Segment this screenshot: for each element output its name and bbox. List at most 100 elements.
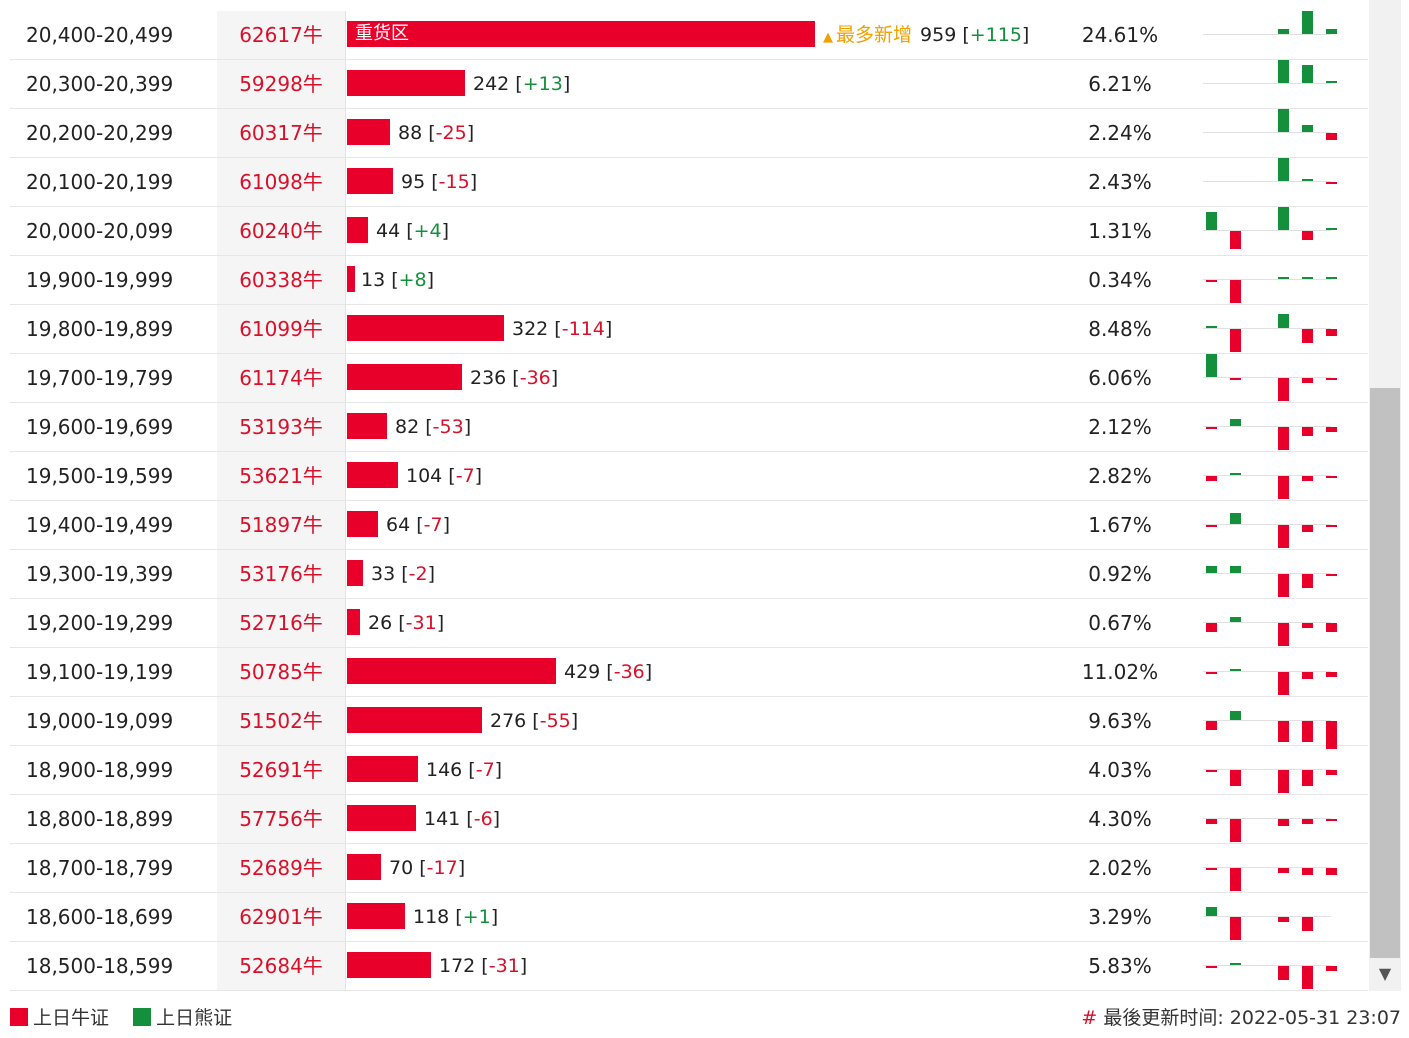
cbbc-code-link[interactable]: 59298牛 [217,60,345,108]
price-range: 19,300-19,399 [26,562,174,586]
count-info: 322 [-114] [512,318,613,340]
table-row[interactable]: 20,000-20,099 60240牛 44 [+4] 1.31% [10,207,1368,256]
table-row[interactable]: 19,300-19,399 53176牛 33 [-2] 0.92% [10,550,1368,599]
history-sparkline [1203,942,1337,990]
count-info: 44 [+4] [376,220,450,242]
sparkline-axis [1203,965,1331,966]
count-value: 146 [426,759,463,781]
count-bar [347,560,363,586]
sparkline-bar [1205,868,1217,871]
cbbc-code-link[interactable]: 52716牛 [217,599,345,647]
table-row[interactable]: 19,000-19,099 51502牛 276 [-55] 9.63% [10,697,1368,749]
count-change: -36 [613,661,645,683]
cbbc-code-link[interactable]: 50785牛 [217,648,345,696]
percentage: 2.82% [1088,464,1152,488]
price-range: 19,700-19,799 [26,366,174,390]
history-sparkline [1203,648,1337,696]
count-bar-cell: 104 [-7] [345,452,1066,500]
table-row[interactable]: 19,700-19,799 61174牛 236 [-36] 6.06% [10,354,1368,403]
count-change: -2 [408,563,428,585]
count-value: 64 [386,514,411,536]
count-value: 172 [439,955,476,977]
table-row[interactable]: 18,600-18,699 62901牛 118 [+1] 3.29% [10,893,1368,942]
sparkline-bar [1301,623,1313,628]
cbbc-code-link[interactable]: 60338牛 [217,256,345,304]
cbbc-code-link[interactable]: 51897牛 [217,501,345,549]
count-info: 429 [-36] [564,661,653,683]
count-bar-cell: 70 [-17] [345,844,1066,892]
table-row[interactable]: 19,200-19,299 52716牛 26 [-31] 0.67% [10,599,1368,648]
table-row[interactable]: 20,400-20,499 62617牛 重货区 ▲ 最多新增 959 [+115] 24.… [10,11,1368,60]
count-info: 64 [-7] [386,514,451,536]
count-info: 70 [-17] [389,857,466,879]
cbbc-code-link[interactable]: 53176牛 [217,550,345,598]
cbbc-code-link[interactable]: 53621牛 [217,452,345,500]
table-row[interactable]: 19,400-19,499 51897牛 64 [-7] 1.67% [10,501,1368,550]
table-row[interactable]: 19,500-19,599 53621牛 104 [-7] 2.82% [10,452,1368,501]
price-range: 20,200-20,299 [26,121,174,145]
sparkline-axis [1203,328,1331,329]
count-bar-cell: 64 [-7] [345,501,1066,549]
count-bar [347,756,418,782]
table-row[interactable]: 18,900-18,999 52691牛 146 [-7] 4.03% [10,746,1368,795]
sparkline-axis [1203,524,1331,525]
cbbc-code-link[interactable]: 51502牛 [217,697,345,745]
count-bar [347,952,431,978]
vertical-scrollbar[interactable]: ▼ [1369,0,1401,991]
count-bar-cell: 146 [-7] [345,746,1066,794]
cbbc-code-link[interactable]: 62901牛 [217,893,345,941]
sparkline-axis [1203,475,1331,476]
cbbc-code-link[interactable]: 61099牛 [217,305,345,353]
sparkline-bar [1277,476,1289,499]
legend-item-bull: 上日牛证 [10,1007,109,1029]
sparkline-bar [1277,525,1289,548]
count-bar-cell: 88 [-25] [345,109,1066,157]
cbbc-code-link[interactable]: 52689牛 [217,844,345,892]
table-row[interactable]: 20,300-20,399 59298牛 242 [+13] 6.21% [10,60,1368,109]
cbbc-code-link[interactable]: 60317牛 [217,109,345,157]
sparkline-bar [1229,868,1241,891]
table-row[interactable]: 19,800-19,899 61099牛 322 [-114] 8.48% [10,305,1368,354]
count-info: 104 [-7] [406,465,483,487]
cbbc-code-link[interactable]: 60240牛 [217,207,345,255]
cbbc-code-link[interactable]: 57756牛 [217,795,345,843]
table-row[interactable]: 19,100-19,199 50785牛 429 [-36] 11.02% [10,648,1368,697]
count-change: -55 [539,710,571,732]
cbbc-code-link[interactable]: 52684牛 [217,942,345,990]
table-row[interactable]: 20,200-20,299 60317牛 88 [-25] 2.24% [10,109,1368,158]
sparkline-bar [1277,158,1289,181]
cbbc-code-link[interactable]: 53193牛 [217,403,345,451]
table-row[interactable]: 19,600-19,699 53193牛 82 [-53] 2.12% [10,403,1368,452]
scrollbar-thumb[interactable] [1370,388,1400,958]
history-sparkline [1203,11,1337,59]
percentage: 11.02% [1081,660,1159,684]
percentage: 1.67% [1088,513,1152,537]
count-change: -53 [432,416,464,438]
price-range: 19,500-19,599 [26,464,174,488]
table-row[interactable]: 20,100-20,199 61098牛 95 [-15] 2.43% [10,158,1368,207]
cbbc-code-link[interactable]: 61174牛 [217,354,345,402]
sparkline-axis [1203,720,1331,721]
sparkline-bar [1325,378,1337,381]
sparkline-bar [1325,525,1337,528]
cbbc-code-link[interactable]: 52691牛 [217,746,345,794]
cbbc-code-link[interactable]: 62617牛 [217,11,345,59]
table-row[interactable]: 18,800-18,899 57756牛 141 [-6] 4.30% [10,795,1368,844]
sparkline-bar [1277,770,1289,793]
count-bar [347,854,381,880]
sparkline-bar [1229,710,1241,720]
percentage: 1.31% [1088,219,1152,243]
sparkline-axis [1203,818,1331,819]
sparkline-bar [1229,617,1241,622]
cbbc-code-link[interactable]: 61098牛 [217,158,345,206]
scroll-down-icon[interactable]: ▼ [1378,964,1392,983]
table-row[interactable]: 18,700-18,799 52689牛 70 [-17] 2.02% [10,844,1368,893]
price-range: 20,000-20,099 [26,219,174,243]
table-row[interactable]: 18,500-18,599 52684牛 172 [-31] 5.83% [10,942,1368,991]
sparkline-bar [1277,721,1289,742]
sparkline-bar [1205,721,1217,731]
price-range: 18,700-18,799 [26,856,174,880]
count-info: 276 [-55] [490,710,579,732]
sparkline-bar [1277,29,1289,34]
table-row[interactable]: 19,900-19,999 60338牛 13 [+8] 0.34% [10,256,1368,305]
